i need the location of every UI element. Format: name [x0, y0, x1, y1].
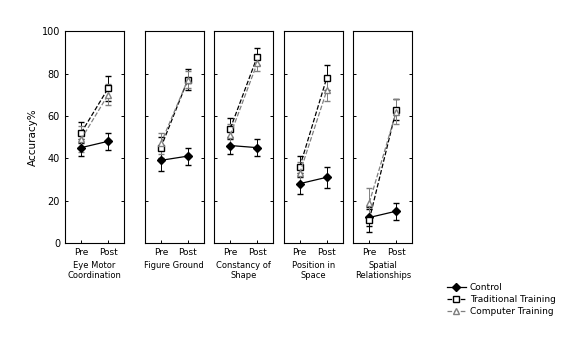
- X-axis label: Spatial
Relationships: Spatial Relationships: [355, 261, 411, 280]
- Y-axis label: Accuracy%: Accuracy%: [28, 108, 37, 166]
- Legend: Control, Traditional Training, Computer Training: Control, Traditional Training, Computer …: [445, 281, 558, 318]
- X-axis label: Figure Ground: Figure Ground: [145, 261, 204, 270]
- X-axis label: Position in
Space: Position in Space: [292, 261, 335, 280]
- X-axis label: Eye Motor
Coordination: Eye Motor Coordination: [68, 261, 121, 280]
- X-axis label: Constancy of
Shape: Constancy of Shape: [216, 261, 271, 280]
